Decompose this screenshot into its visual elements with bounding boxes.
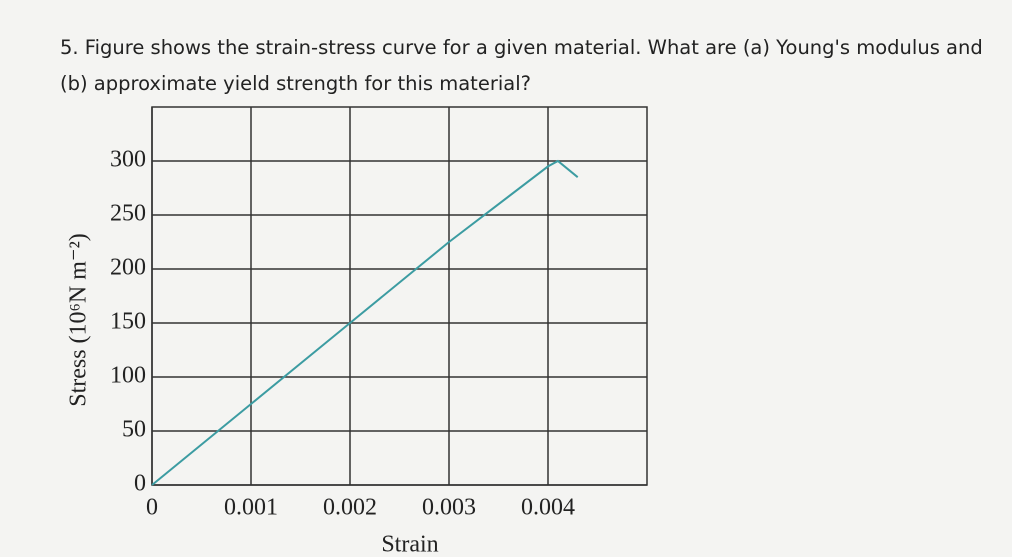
- y-tick-label: 300: [110, 147, 146, 173]
- question-text: 5. Figure shows the strain-stress curve …: [60, 36, 983, 95]
- x-tick-label: 0.001: [224, 495, 278, 521]
- y-tick-label: 0: [134, 471, 146, 497]
- x-tick-label: 0.004: [521, 495, 575, 521]
- x-tick-label: 0.002: [323, 495, 377, 521]
- y-tick-label: 250: [110, 201, 146, 227]
- y-tick-label: 200: [110, 255, 146, 281]
- x-tick-label: 0.003: [422, 495, 476, 521]
- y-tick-label: 100: [110, 363, 146, 389]
- plot-frame: [151, 106, 648, 486]
- y-tick-label: 50: [122, 417, 146, 443]
- data-line: [151, 159, 579, 486]
- y-tick-label: 150: [110, 309, 146, 335]
- x-axis-label: Strain: [381, 532, 438, 557]
- x-tick-label: 0: [146, 495, 158, 521]
- y-axis-label: Stress (10⁶N m⁻²): [66, 233, 92, 407]
